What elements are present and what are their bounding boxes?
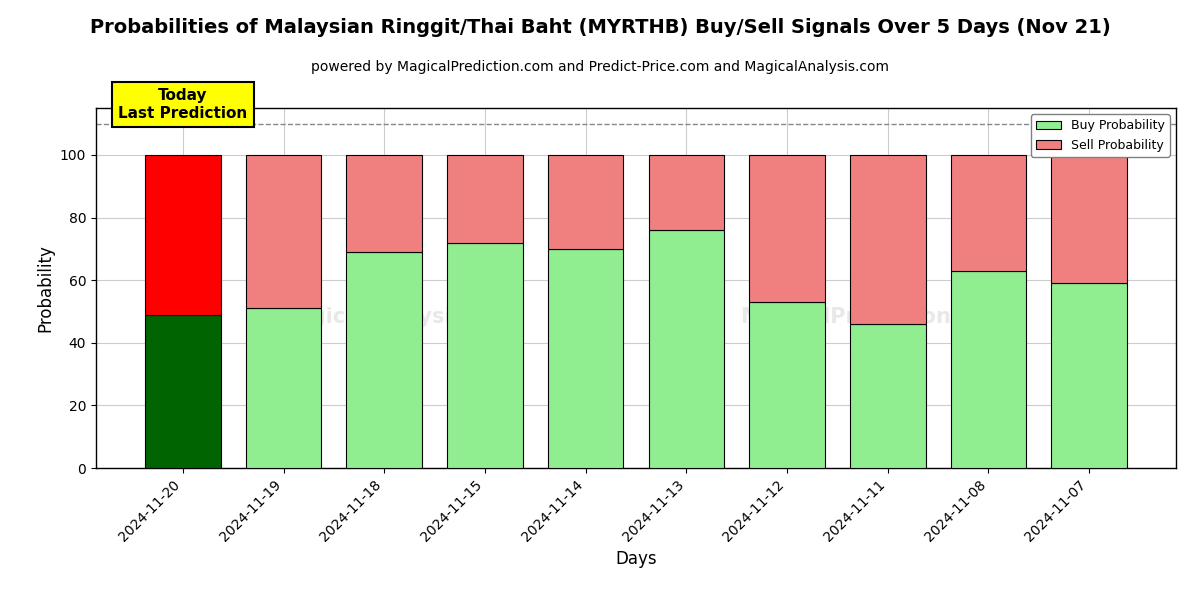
Bar — [448, 242, 523, 468]
Bar — [548, 249, 624, 468]
Bar — [347, 155, 422, 252]
Y-axis label: Probability: Probability — [36, 244, 54, 332]
Bar — [145, 314, 221, 468]
Bar — [448, 155, 523, 242]
X-axis label: Days: Days — [616, 550, 656, 568]
Bar — [246, 308, 322, 468]
Bar — [1051, 155, 1127, 283]
Bar — [749, 155, 824, 302]
Bar — [950, 155, 1026, 271]
Bar — [850, 155, 925, 324]
Text: Today
Last Prediction: Today Last Prediction — [119, 88, 247, 121]
Bar — [548, 155, 624, 249]
Text: MagicalAnalysis.com: MagicalAnalysis.com — [276, 307, 521, 327]
Bar — [950, 271, 1026, 468]
Bar — [648, 155, 724, 230]
Text: powered by MagicalPrediction.com and Predict-Price.com and MagicalAnalysis.com: powered by MagicalPrediction.com and Pre… — [311, 60, 889, 74]
Bar — [648, 230, 724, 468]
Bar — [145, 155, 221, 314]
Bar — [1051, 283, 1127, 468]
Bar — [749, 302, 824, 468]
Text: Probabilities of Malaysian Ringgit/Thai Baht (MYRTHB) Buy/Sell Signals Over 5 Da: Probabilities of Malaysian Ringgit/Thai … — [90, 18, 1110, 37]
Bar — [246, 155, 322, 308]
Text: MagicalPrediction.com: MagicalPrediction.com — [740, 307, 1007, 327]
Bar — [850, 324, 925, 468]
Bar — [347, 252, 422, 468]
Legend: Buy Probability, Sell Probability: Buy Probability, Sell Probability — [1031, 114, 1170, 157]
